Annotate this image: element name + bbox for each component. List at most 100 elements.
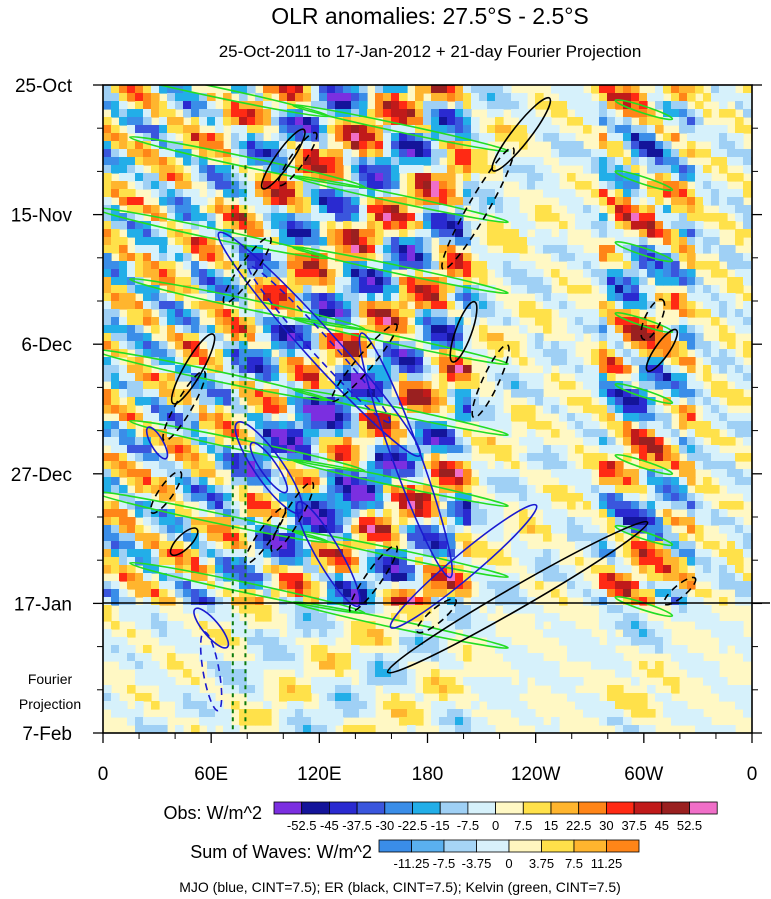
field-cell [407,581,416,590]
field-cell [263,533,272,542]
field-cell [623,501,632,510]
field-cell [639,325,648,334]
field-cell [735,373,744,382]
field-cell [439,389,448,398]
field-cell [487,565,496,574]
field-cell [719,205,728,214]
field-cell [503,157,512,166]
field-cell [551,301,560,310]
field-cell [679,237,688,246]
field-cell [631,677,640,686]
field-cell [359,461,368,470]
field-cell [599,349,608,358]
field-cell [447,501,456,510]
field-cell [159,277,168,286]
field-cell [735,381,744,390]
field-cell [487,221,496,230]
field-cell [631,85,640,94]
field-cell [631,149,640,158]
field-cell [719,413,728,422]
field-cell [287,125,296,134]
field-cell [471,597,480,606]
field-cell [607,317,616,326]
field-cell [727,413,736,422]
field-cell [287,493,296,502]
field-cell [271,381,280,390]
field-cell [407,509,416,518]
field-cell [639,429,648,438]
field-cell [727,461,736,470]
field-cell [519,501,528,510]
field-cell [415,101,424,110]
field-cell [415,493,424,502]
field-cell [119,365,128,374]
field-cell [511,229,520,238]
field-cell [639,501,648,510]
field-cell [551,357,560,366]
field-cell [687,413,696,422]
field-cell [743,149,752,158]
field-cell [263,85,272,94]
field-cell [687,445,696,454]
field-cell [279,509,288,518]
field-cell [735,477,744,486]
field-cell [423,637,432,646]
field-cell [439,133,448,142]
field-cell [119,277,128,286]
field-cell [663,261,672,270]
field-cell [231,453,240,462]
field-cell [407,613,416,622]
field-cell [199,621,208,630]
field-cell [383,357,392,366]
field-cell [679,461,688,470]
field-cell [351,389,360,398]
field-cell [247,637,256,646]
field-cell [719,405,728,414]
field-cell [111,597,120,606]
field-cell [175,293,184,302]
field-cell [327,629,336,638]
field-cell [239,533,248,542]
field-cell [311,165,320,174]
field-cell [287,557,296,566]
field-cell [383,189,392,198]
field-cell [263,445,272,454]
field-cell [679,101,688,110]
field-cell [231,101,240,110]
field-cell [159,317,168,326]
field-cell [319,141,328,150]
field-cell [135,165,144,174]
field-cell [223,461,232,470]
field-cell [607,517,616,526]
field-cell [159,261,168,270]
field-cell [271,445,280,454]
field-cell [279,293,288,302]
field-cell [327,221,336,230]
field-cell [415,349,424,358]
field-cell [439,381,448,390]
field-cell [655,525,664,534]
field-cell [215,405,224,414]
field-cell [415,181,424,190]
field-cell [479,693,488,702]
field-cell [191,117,200,126]
field-cell [423,173,432,182]
field-cell [287,85,296,94]
field-cell [527,285,536,294]
field-cell [703,189,712,198]
field-cell [743,469,752,478]
field-cell [239,205,248,214]
field-cell [583,405,592,414]
field-cell [103,277,112,286]
field-cell [127,149,136,158]
field-cell [431,389,440,398]
field-cell [511,461,520,470]
field-cell [463,373,472,382]
field-cell [263,397,272,406]
field-cell [535,157,544,166]
field-cell [447,285,456,294]
field-cell [351,405,360,414]
field-cell [215,341,224,350]
field-cell [559,629,568,638]
field-cell [215,397,224,406]
